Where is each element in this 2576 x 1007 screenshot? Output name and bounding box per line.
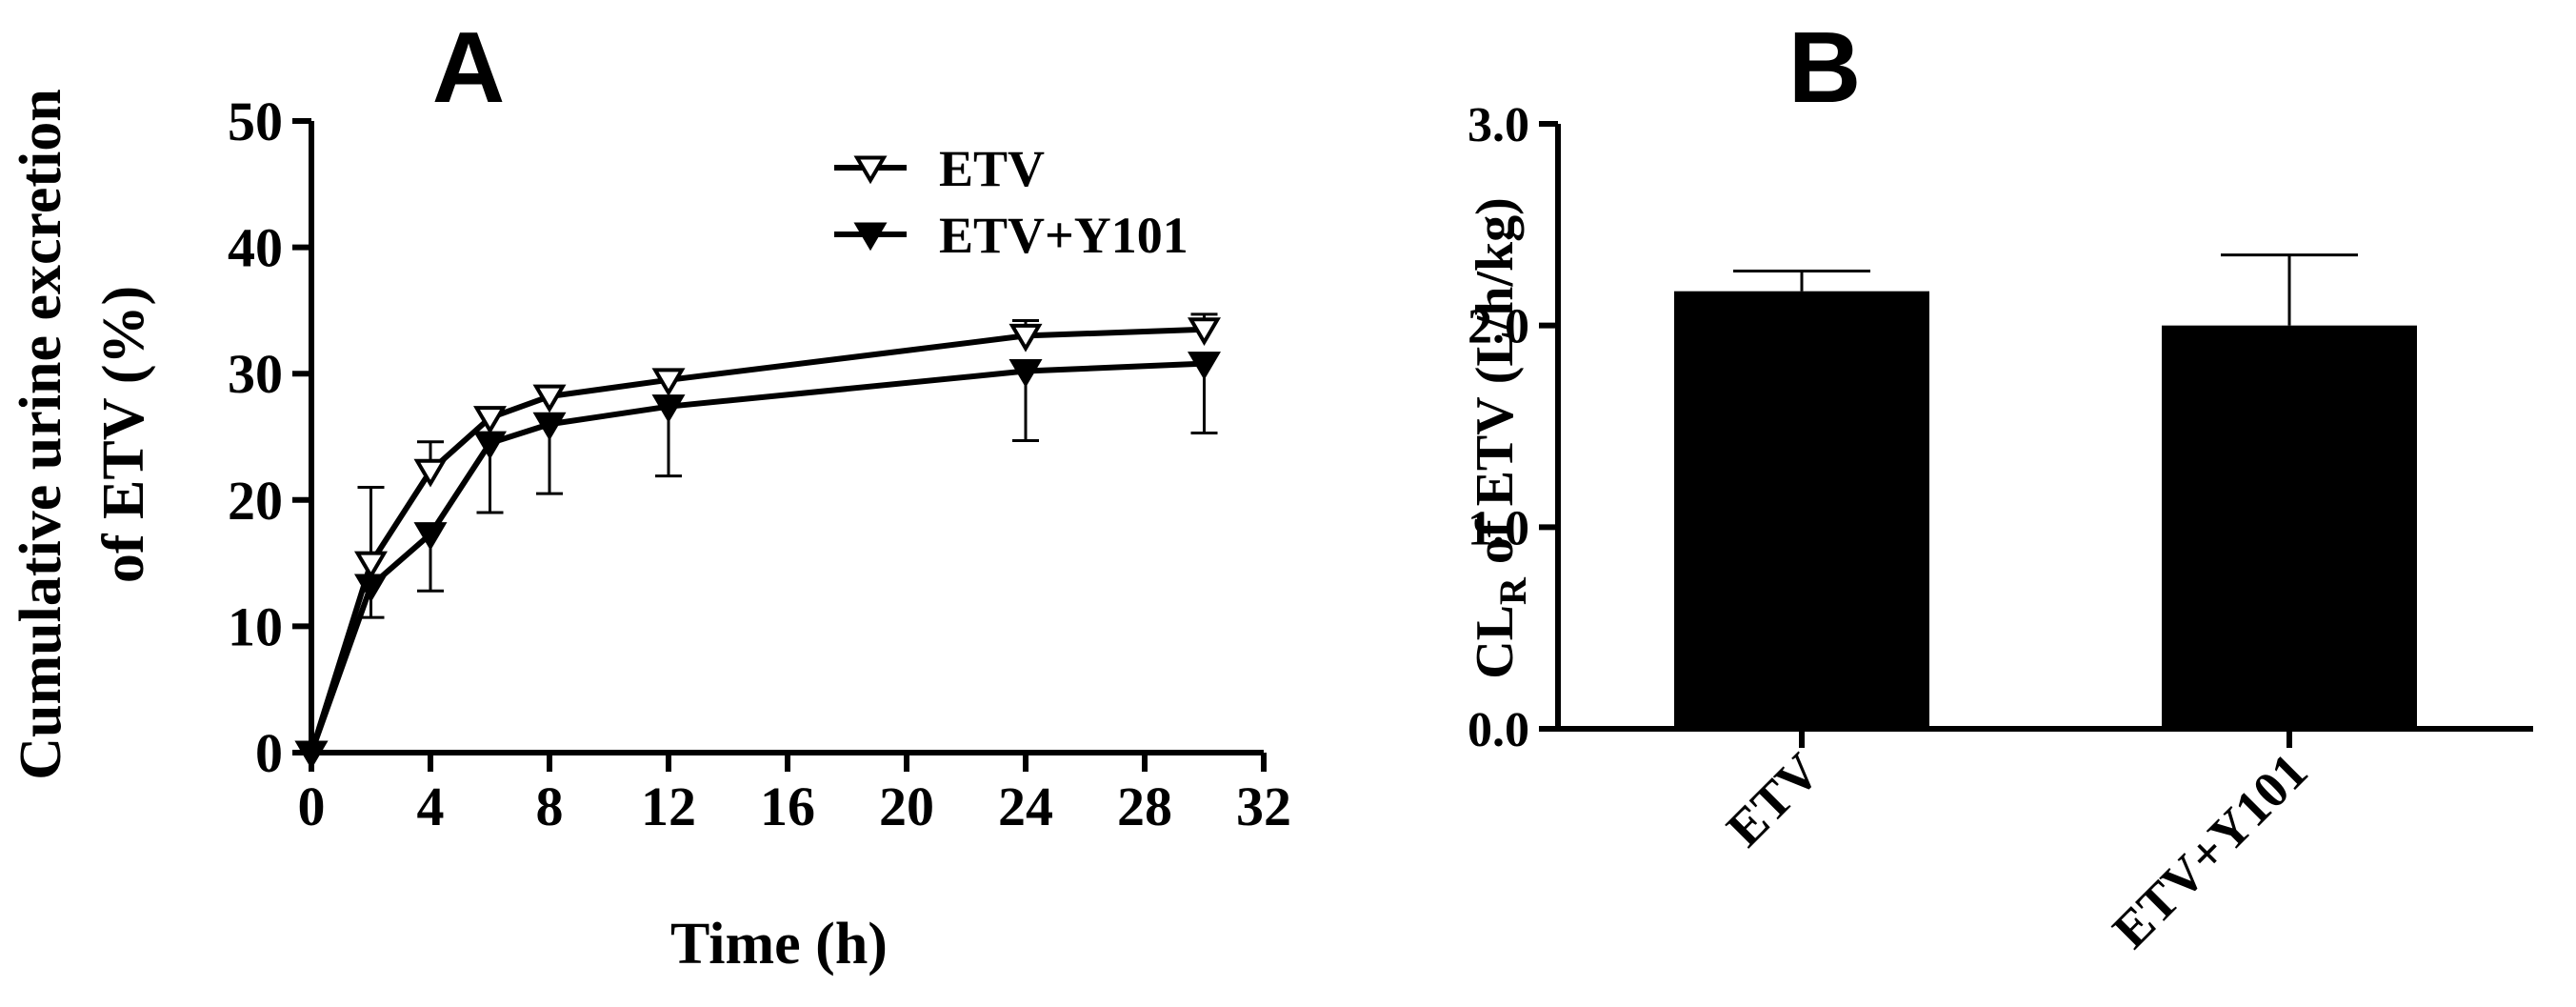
panel-b-y-axis-label: CLR of ETV (L/h/kg) [1466,197,1534,679]
series-1-point [354,574,388,603]
panel-b-y-axis-label-subscript: R [1491,576,1534,605]
panel-b-x-tick-label: ETV+Y101 [2102,742,2319,959]
panel-a-letter: A [432,11,506,124]
series-1-point [413,522,448,551]
series-0-point [1008,323,1043,352]
series-1-point [1008,359,1043,388]
panel-b-bars: ETV ETV+Y101 [1674,253,2417,959]
legend-marker-1 [853,222,888,252]
series-1-point [532,412,567,441]
panel-b-y-tick-label: 0.0 [1468,703,1529,757]
panel-a-y-axis-label-line1: Cumulative urine excretion [9,89,73,780]
series-0-point [651,368,686,397]
panel-a-x-tick-label: 0 [298,775,326,837]
series-1-point [651,394,686,423]
panel-a-x-axis-label: Time (h) [670,912,888,977]
panel-b-letter: B [1788,11,1862,124]
legend-marker-0 [853,155,888,185]
series-1-point [473,431,507,460]
legend-label-0: ETV [939,140,1045,197]
panel-a-series [294,312,1221,770]
panel-a-line-chart: A 0 10 20 30 40 50 0 4 8 12 16 20 24 28 32 ETV ETV+Y101… [9,11,1291,977]
series-line-0 [309,326,1205,754]
series-1-point [1188,352,1221,380]
panel-a-x-tick-label: 20 [879,775,934,837]
panel-b-y-axis-label-suffix: of ETV (L/h/kg) [1466,197,1525,577]
panel-a-y-axis-label-line2: of ETV (%) [91,286,156,583]
bar [2162,325,2417,729]
series-0-point [1188,317,1221,347]
panel-a-x-tick-label: 12 [641,775,696,837]
series-1-point [294,740,329,770]
panel-b-y-tick-label: 1.0 [1468,501,1529,555]
panel-a-x-tick-label: 32 [1236,775,1291,837]
panel-a-x-tick-label: 4 [417,775,445,837]
panel-a-y-tick-label: 40 [228,217,283,279]
panel-a-y-tick-label: 0 [255,722,283,784]
panel-a-x-tick-label: 8 [536,775,564,837]
panel-a-y-tick-label: 10 [228,595,283,657]
panel-a-axes: 0 10 20 30 40 50 0 4 8 12 16 20 24 28 32 [228,91,1291,837]
series-0-point [354,551,388,580]
panel-a-x-tick-label: 28 [1117,775,1172,837]
panel-b-y-tick-label: 2.0 [1468,300,1529,354]
bar [1674,291,1929,729]
panel-b-y-tick-label: 3.0 [1468,98,1529,152]
panel-b-x-tick-label: ETV [1716,742,1831,857]
series-0-point [473,406,507,434]
legend-label-1: ETV+Y101 [939,207,1188,264]
panel-a-y-tick-label: 30 [228,343,283,405]
panel-b-y-axis-label-prefix: CL [1466,605,1525,679]
panel-a-x-tick-label: 24 [998,775,1053,837]
panel-a-x-tick-label: 16 [760,775,815,837]
series-line-1 [309,360,1205,755]
series-0-point [413,458,448,488]
panel-b-bar-chart: B 0.0 1.0 2.0 3.0 ETV ETV+Y101 CLR of ETV (L… [1466,11,2533,959]
panel-a-legend: ETV ETV+Y101 [834,140,1188,264]
panel-a-y-tick-label: 20 [228,470,283,532]
series-0-point [532,384,567,413]
panel-a-y-tick-label: 50 [228,91,283,152]
